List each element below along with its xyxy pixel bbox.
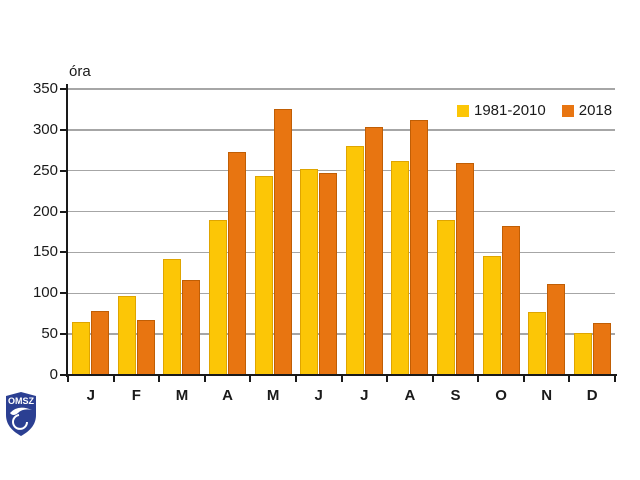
x-axis-tick-label: O xyxy=(495,387,507,404)
x-axis-tick xyxy=(158,375,161,382)
x-axis-tick xyxy=(112,375,115,382)
legend-label: 2018 xyxy=(578,102,613,119)
legend-label: 1981-2010 xyxy=(474,102,546,119)
x-axis-line xyxy=(66,374,617,376)
x-axis-tick-label: M xyxy=(266,387,280,404)
legend-swatch xyxy=(457,104,469,117)
bar-1981-2010-m8 xyxy=(391,160,410,375)
y-axis-tick xyxy=(60,210,68,213)
bar-2018-m6 xyxy=(319,173,338,375)
legend-swatch xyxy=(561,104,574,117)
y-axis-title: óra xyxy=(69,63,91,80)
x-axis-tick-label: S xyxy=(450,387,461,404)
y-axis-tick-label: 200 xyxy=(32,202,58,220)
x-axis-tick xyxy=(249,375,252,382)
x-axis-tick-label: J xyxy=(86,387,95,404)
y-axis-tick-label: 150 xyxy=(32,243,58,261)
y-axis-tick-label: 100 xyxy=(32,284,58,302)
x-axis-tick xyxy=(614,375,616,382)
bar-1981-2010-m4 xyxy=(209,219,228,375)
bar-2018-m2 xyxy=(136,320,155,375)
gridline xyxy=(68,88,615,90)
y-axis-tick xyxy=(60,374,68,376)
x-axis-tick-label: A xyxy=(404,387,416,404)
bar-1981-2010-m11 xyxy=(528,312,547,375)
x-axis-tick xyxy=(67,375,69,382)
x-axis-tick xyxy=(431,375,434,382)
x-axis-tick-label: J xyxy=(360,387,369,404)
y-axis-tick xyxy=(60,251,68,254)
bar-1981-2010-m3 xyxy=(163,258,182,375)
y-axis-line xyxy=(66,84,68,377)
bar-2018-m10 xyxy=(501,226,520,375)
gridline xyxy=(68,129,615,131)
x-axis-tick xyxy=(203,375,206,382)
x-axis-tick xyxy=(477,375,480,382)
x-axis-tick xyxy=(568,375,571,382)
x-axis-tick-label: J xyxy=(314,387,323,404)
x-axis-tick-label: M xyxy=(175,387,189,404)
bar-1981-2010-m5 xyxy=(254,176,273,375)
y-axis-tick xyxy=(60,88,68,90)
gridline xyxy=(68,333,615,335)
x-axis-tick-label: D xyxy=(586,387,598,404)
omsz-logo: OMSZ xyxy=(6,392,36,436)
x-axis-tick-label: F xyxy=(131,387,141,404)
bar-2018-m1 xyxy=(91,311,110,375)
y-axis-tick-label: 0 xyxy=(49,366,58,383)
bar-1981-2010-m6 xyxy=(300,169,319,375)
bar-2018-m3 xyxy=(182,280,201,375)
gridline xyxy=(68,169,615,172)
bar-1981-2010-m12 xyxy=(573,333,592,375)
gridline xyxy=(68,210,615,213)
y-axis-tick xyxy=(60,333,68,336)
bar-2018-m8 xyxy=(410,120,429,375)
x-axis-tick xyxy=(294,375,297,382)
y-axis-tick xyxy=(60,292,68,295)
gridline xyxy=(68,251,615,254)
logo-text: OMSZ xyxy=(8,396,35,406)
bar-2018-m12 xyxy=(592,322,611,375)
y-axis-tick-label: 300 xyxy=(32,120,58,138)
x-axis-tick xyxy=(340,375,343,382)
logo-wave-icon xyxy=(12,414,28,430)
bar-2018-m11 xyxy=(547,284,566,375)
legend-item-2018: 2018 xyxy=(561,102,613,119)
bar-2018-m9 xyxy=(455,162,474,375)
bar-1981-2010-m2 xyxy=(117,295,136,375)
x-axis-tick-label: N xyxy=(541,387,553,404)
bar-1981-2010-m9 xyxy=(436,219,455,375)
logo-wave-icon xyxy=(10,407,32,415)
bar-2018-m7 xyxy=(364,127,383,375)
x-axis-tick xyxy=(386,375,389,382)
bar-1981-2010-m1 xyxy=(72,321,91,375)
bar-2018-m5 xyxy=(273,109,292,375)
y-axis-tick-label: 250 xyxy=(32,161,58,179)
legend: 1981-2010 2018 xyxy=(457,102,612,119)
bar-1981-2010-m7 xyxy=(345,146,364,375)
bar-1981-2010-m10 xyxy=(482,255,501,375)
x-axis-tick xyxy=(522,375,525,382)
y-axis-tick xyxy=(60,128,68,131)
bar-2018-m4 xyxy=(228,151,247,375)
legend-item-1981-2010: 1981-2010 xyxy=(457,102,546,119)
y-axis-tick-label: 350 xyxy=(32,80,58,97)
x-axis-tick-label: A xyxy=(222,387,233,404)
y-axis-tick xyxy=(60,169,68,172)
gridline xyxy=(68,292,615,295)
y-axis-tick-label: 50 xyxy=(41,325,58,343)
